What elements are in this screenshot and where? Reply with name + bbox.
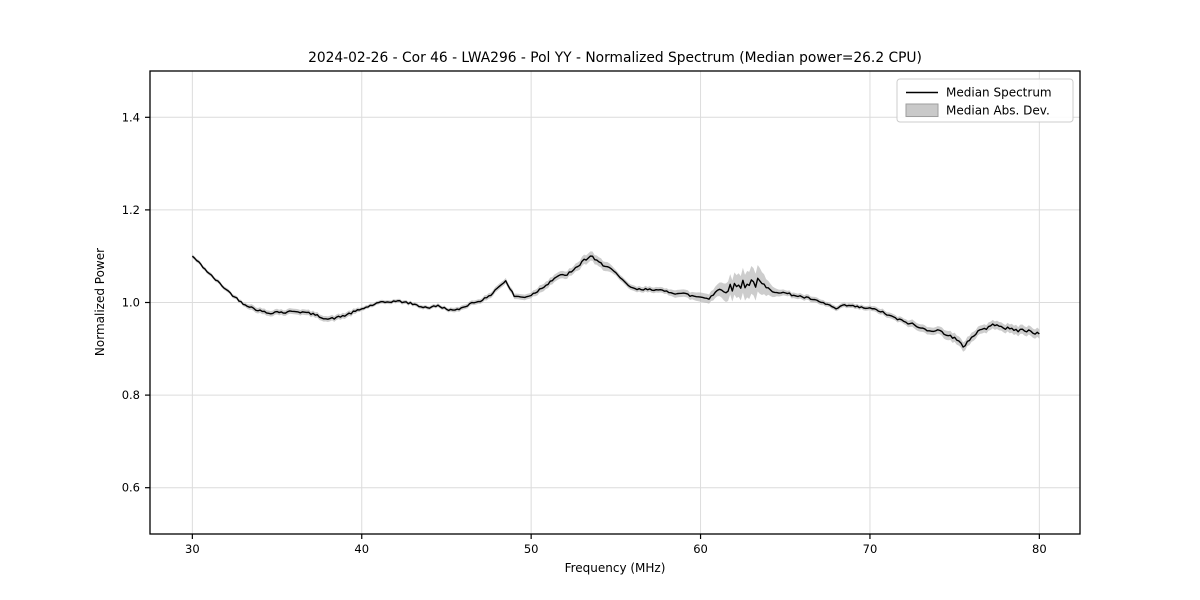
axis-ticks: 30 40 50 60 70 80 0.6 0.8 1.0 1.2 1.4 [122, 110, 1047, 556]
x-tick-label: 60 [693, 542, 708, 556]
x-tick-label: 30 [185, 542, 200, 556]
legend-patch-swatch [905, 103, 939, 117]
x-axis-label: Frequency (MHz) [565, 561, 666, 575]
spectrum-path [191, 255, 1040, 348]
median-spectrum-line [191, 255, 1040, 348]
x-tick-label: 40 [354, 542, 369, 556]
legend-label-median-spectrum: Median Spectrum [946, 86, 1052, 100]
y-tick-label: 1.4 [122, 110, 140, 124]
chart-title: 2024-02-26 - Cor 46 - LWA296 - Pol YY - … [308, 50, 922, 66]
legend-label-median-abs-dev: Median Abs. Dev. [946, 104, 1050, 118]
legend-box [896, 78, 1074, 123]
x-tick-label: 80 [1032, 542, 1047, 556]
median-abs-dev-band [192, 251, 1040, 352]
gridlines [150, 71, 1080, 534]
mad-band-area [192, 251, 1040, 352]
y-tick-label: 1.0 [122, 296, 140, 310]
x-tick-label: 70 [863, 542, 878, 556]
y-tick-label: 0.8 [122, 388, 140, 402]
x-tick-label: 50 [524, 542, 539, 556]
y-tick-label: 0.6 [122, 481, 140, 495]
y-tick-label: 1.2 [122, 203, 140, 217]
y-axis-label: Normalized Power [93, 248, 107, 356]
legend: Median Spectrum Median Abs. Dev. [896, 78, 1074, 123]
